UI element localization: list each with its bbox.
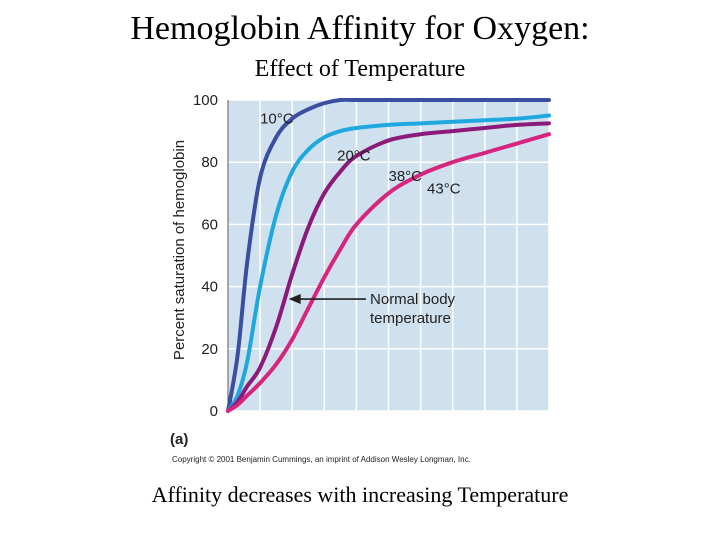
- y-tick-label: 20: [201, 341, 218, 358]
- series-label-3: 43°C: [427, 180, 461, 197]
- y-tick-label: 100: [193, 92, 218, 109]
- series-label-0: 10°C: [260, 110, 294, 127]
- series-line-3: [226, 132, 551, 413]
- y-tick-label: 60: [201, 216, 218, 233]
- series-label-1: 20°C: [337, 148, 371, 165]
- y-axis-title: Percent saturation of hemoglobin: [171, 140, 188, 360]
- y-tick-label: 80: [201, 154, 218, 171]
- y-tick-label: 0: [210, 403, 218, 420]
- slide-subtitle: Effect of Temperature: [254, 56, 466, 82]
- annotation-arrow-head: [288, 294, 301, 305]
- copyright-notice: Copyright © 2001 Benjamin Cummings, an i…: [172, 455, 471, 464]
- annotation-text: Normal body: [370, 291, 456, 308]
- series-line-0: [226, 98, 551, 413]
- panel-label: (a): [170, 431, 188, 448]
- y-tick-label: 40: [201, 279, 218, 296]
- series-label-2: 38°C: [389, 168, 423, 185]
- series-line-1: [226, 113, 551, 413]
- slide-title: Hemoglobin Affinity for Oxygen:: [130, 10, 590, 47]
- annotation-text: temperature: [370, 310, 451, 327]
- series-line-2: [226, 121, 551, 413]
- slide-caption: Affinity decreases with increasing Tempe…: [151, 482, 569, 507]
